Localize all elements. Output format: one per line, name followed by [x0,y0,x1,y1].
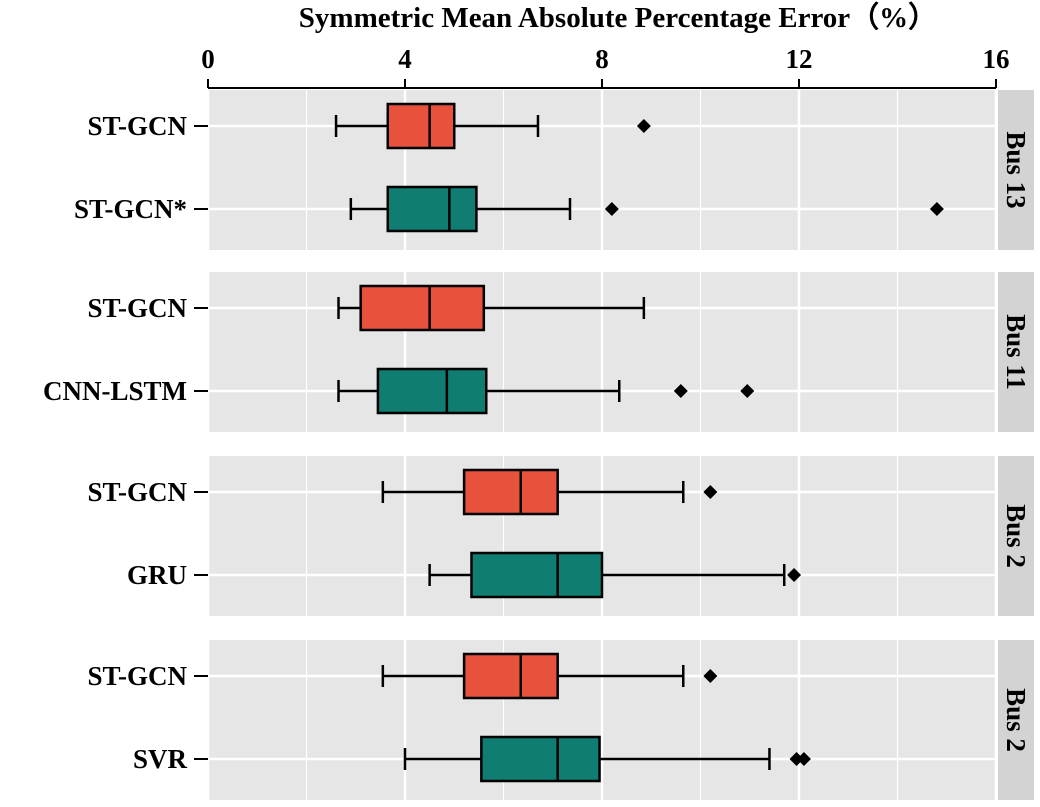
y-tick-label: ST-GCN [87,477,187,507]
outlier-point [796,752,811,766]
x-tick-label: 0 [201,44,215,74]
x-tick-label: 8 [595,44,609,74]
y-tick-label: CNN-LSTM [43,376,187,406]
box-st-gcn-: ST-GCN* [74,185,944,233]
y-tick-label: GRU [127,560,187,590]
panel-3: Bus 2 ST-GCN GRU [87,456,1034,616]
outlier-point [703,669,718,683]
outlier-point [789,752,804,766]
chart-title: Symmetric Mean Absolute Percentage Error… [299,1,937,34]
box-st-gcn: ST-GCN [87,284,646,332]
panel-strip [998,272,1034,432]
box-iqr [462,652,559,700]
y-tick-label: SVR [133,744,188,774]
outlier-point [787,568,802,582]
box-iqr [470,551,604,599]
panel-strip [998,90,1034,250]
box-iqr [386,185,478,233]
box-gru: GRU [127,551,802,599]
panel-strip [998,456,1034,616]
panel-4: Bus 2 ST-GCN SVR [87,640,1034,800]
box-iqr [376,367,488,415]
outlier-point [929,202,944,216]
outlier-point [740,384,755,398]
panel-strip-label: Bus 11 [1001,314,1031,390]
panel-2: Bus 11 ST-GCN CNN-LSTM [43,272,1034,432]
box-iqr [386,102,456,150]
panel-1: Bus 13 ST-GCN ST-GCN* [74,90,1034,250]
x-axis: 0 4 8 12 16 [201,44,1010,89]
outlier-point [673,384,688,398]
panel-strip-label: Bus 2 [1001,504,1031,568]
box-cnn-lstm: CNN-LSTM [43,367,755,415]
y-tick-label: ST-GCN [87,661,187,691]
x-tick-label: 4 [398,44,412,74]
box-iqr [480,735,601,783]
x-tick-label: 16 [983,44,1010,74]
box-st-gcn: ST-GCN [87,468,718,516]
panel-strip-label: Bus 2 [1001,688,1031,752]
y-tick-label: ST-GCN [87,293,187,323]
box-iqr [359,284,486,332]
panel-strip-label: Bus 13 [1001,131,1031,208]
y-tick-label: ST-GCN* [74,194,187,224]
box-svr: SVR [133,735,811,783]
box-iqr [462,468,559,516]
outlier-point [636,119,651,133]
x-tick-label: 12 [786,44,813,74]
box-st-gcn: ST-GCN [87,102,651,150]
box-st-gcn: ST-GCN [87,652,718,700]
outlier-point [703,485,718,499]
y-tick-label: ST-GCN [87,111,187,141]
outlier-point [604,202,619,216]
panel-strip [998,640,1034,800]
